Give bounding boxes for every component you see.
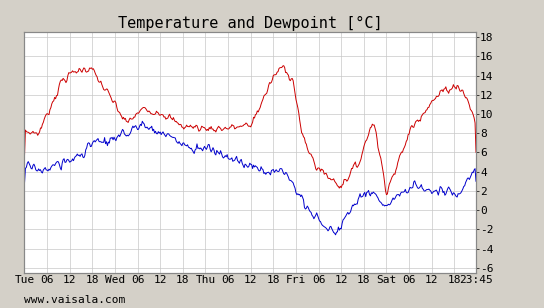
- Text: Sat: Sat: [376, 275, 397, 286]
- Text: 06: 06: [131, 275, 144, 286]
- Text: 12: 12: [244, 275, 257, 286]
- Text: 06: 06: [40, 275, 54, 286]
- Text: 12: 12: [335, 275, 348, 286]
- Text: 06: 06: [312, 275, 325, 286]
- Text: Fri: Fri: [286, 275, 306, 286]
- Text: Wed: Wed: [105, 275, 125, 286]
- Text: 06: 06: [403, 275, 416, 286]
- Title: Temperature and Dewpoint [°C]: Temperature and Dewpoint [°C]: [118, 16, 382, 31]
- Text: 18: 18: [448, 275, 461, 286]
- Text: 06: 06: [221, 275, 235, 286]
- Text: 23:45: 23:45: [459, 275, 493, 286]
- Text: 18: 18: [176, 275, 190, 286]
- Text: 12: 12: [63, 275, 77, 286]
- Text: Thu: Thu: [195, 275, 215, 286]
- Text: Tue: Tue: [14, 275, 35, 286]
- Text: 12: 12: [153, 275, 167, 286]
- Text: 18: 18: [85, 275, 99, 286]
- Text: www.vaisala.com: www.vaisala.com: [24, 295, 126, 305]
- Text: 18: 18: [267, 275, 280, 286]
- Text: 18: 18: [357, 275, 370, 286]
- Text: 12: 12: [425, 275, 438, 286]
